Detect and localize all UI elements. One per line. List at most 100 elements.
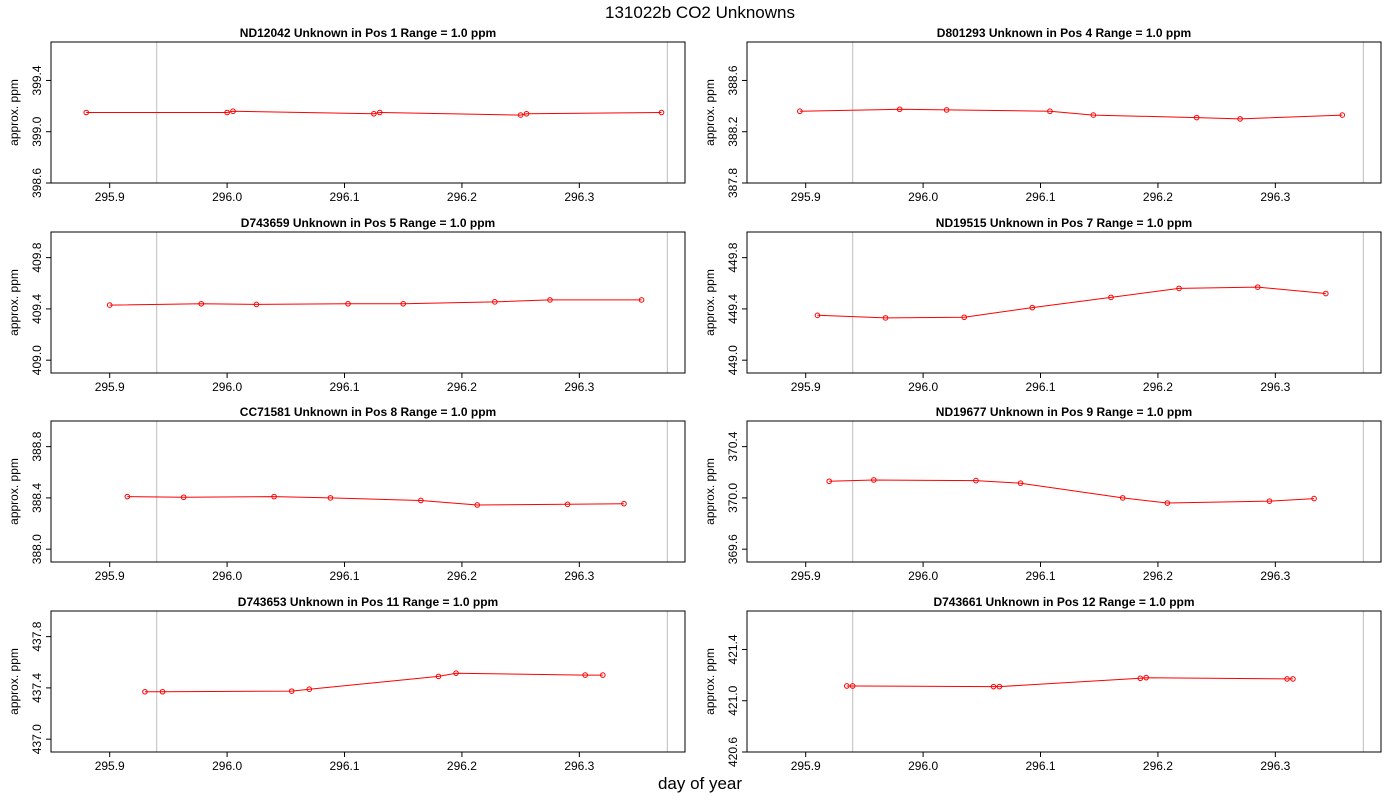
y-tick-label: 420.6 (726, 737, 740, 767)
data-point (996, 683, 1003, 690)
data-point (224, 109, 230, 116)
data-point (871, 477, 877, 483)
panel-title: D801293 Unknown in Pos 4 Range = 1.0 ppm (937, 26, 1191, 40)
series-line (846, 677, 1293, 688)
data-point (849, 683, 856, 689)
y-axis-title: approx. ppm (703, 79, 717, 146)
y-tick-label: 437.4 (30, 673, 44, 703)
y-tick-label: 449.0 (726, 345, 740, 375)
data-point (814, 312, 821, 319)
data-point (1090, 112, 1097, 118)
chart-panel: ND19677 Unknown in Pos 9 Range = 1.0 ppm… (703, 405, 1382, 583)
x-tick-label: 295.9 (791, 190, 821, 204)
data-point (943, 107, 950, 113)
y-axis-title: approx. ppm (703, 458, 717, 525)
panel-title: ND19515 Unknown in Pos 7 Range = 1.0 ppm (936, 216, 1192, 230)
x-tick-label: 296.1 (1026, 380, 1056, 394)
data-point (523, 110, 530, 117)
y-axis-title: approx. ppm (7, 269, 21, 336)
series-line (127, 496, 624, 506)
x-tick-label: 295.9 (791, 380, 821, 394)
data-point (882, 315, 889, 321)
data-point (990, 683, 997, 690)
y-tick-label: 388.0 (30, 534, 44, 564)
y-tick-label: 398.6 (30, 168, 44, 198)
y-tick-label: 369.6 (726, 534, 740, 564)
y-axis-title: approx. ppm (7, 648, 21, 715)
data-point (271, 493, 277, 500)
data-point (582, 672, 589, 678)
data-point (826, 478, 832, 485)
data-point (1164, 500, 1171, 506)
panel-title: CC71581 Unknown in Pos 8 Range = 1.0 ppm (240, 405, 496, 419)
x-tick-label: 296.2 (1143, 380, 1173, 394)
x-tick-label: 296.1 (1026, 759, 1056, 773)
data-point (1047, 108, 1053, 115)
y-tick-label: 387.8 (726, 168, 740, 198)
series-line (829, 479, 1315, 504)
data-point (106, 302, 113, 308)
data-point (253, 301, 260, 308)
x-tick-label: 296.2 (1143, 569, 1173, 583)
x-axis-title: day of year (657, 774, 743, 793)
data-point (453, 670, 459, 676)
x-tick-label: 295.9 (791, 759, 821, 773)
x-tick-label: 295.9 (791, 569, 821, 583)
y-tick-label: 370.0 (726, 483, 740, 513)
y-tick-label: 370.4 (726, 431, 740, 461)
x-tick-label: 296.2 (1143, 759, 1173, 773)
x-tick-label: 296.1 (330, 569, 360, 583)
data-point (142, 688, 148, 695)
plot-frame (746, 231, 1382, 374)
data-point (83, 109, 90, 116)
data-point (371, 110, 377, 117)
x-tick-label: 295.9 (95, 759, 125, 773)
series-line (799, 108, 1343, 120)
data-point (658, 109, 665, 116)
data-point (400, 300, 407, 307)
x-tick-label: 296.3 (564, 380, 594, 394)
x-tick-label: 296.0 (212, 569, 242, 583)
data-point (376, 109, 383, 116)
plot-frame (50, 231, 686, 374)
x-tick-label: 296.2 (447, 380, 477, 394)
x-tick-label: 295.9 (95, 190, 125, 204)
data-point (621, 500, 627, 507)
y-tick-label: 388.2 (726, 116, 740, 146)
data-point (327, 495, 334, 501)
chart-panel: D743653 Unknown in Pos 11 Range = 1.0 pp… (7, 595, 686, 773)
data-point (517, 112, 524, 118)
y-tick-label: 409.4 (30, 294, 44, 324)
data-point (198, 300, 205, 307)
data-point (896, 106, 903, 113)
x-tick-label: 296.3 (564, 759, 594, 773)
data-point (230, 108, 236, 115)
panel-title: D743653 Unknown in Pos 11 Range = 1.0 pp… (238, 595, 498, 609)
x-tick-label: 296.0 (212, 190, 242, 204)
data-point (564, 501, 571, 508)
x-tick-label: 296.3 (1260, 380, 1290, 394)
data-point (1137, 675, 1144, 682)
x-tick-label: 296.0 (908, 759, 938, 773)
x-tick-label: 296.1 (330, 759, 360, 773)
plot-frame (50, 610, 686, 753)
x-tick-label: 296.3 (1260, 190, 1290, 204)
data-point (306, 686, 313, 692)
y-tick-label: 437.0 (30, 724, 44, 754)
series-line (109, 299, 642, 306)
data-point (435, 673, 442, 680)
y-axis-title: approx. ppm (7, 79, 21, 146)
y-axis-title: approx. ppm (7, 458, 21, 525)
data-point (1311, 495, 1317, 502)
y-tick-label: 399.0 (30, 116, 44, 146)
x-tick-label: 296.1 (1026, 569, 1056, 583)
y-tick-label: 437.8 (30, 621, 44, 651)
data-point (345, 300, 351, 307)
y-tick-label: 409.0 (30, 345, 44, 375)
y-tick-label: 388.6 (726, 65, 740, 95)
y-axis-title: approx. ppm (703, 648, 717, 715)
data-point (1266, 498, 1273, 504)
data-point (159, 688, 166, 695)
panel-title: D743659 Unknown in Pos 5 Range = 1.0 ppm (241, 216, 495, 230)
series-line (86, 110, 662, 116)
